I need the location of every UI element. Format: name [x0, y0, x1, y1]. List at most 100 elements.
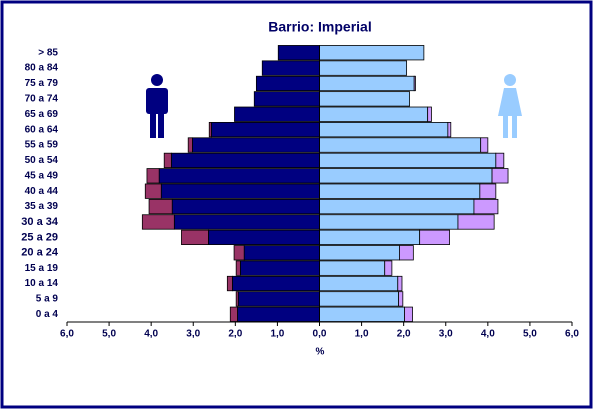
- bar: [398, 291, 404, 307]
- bar: [419, 229, 450, 245]
- bar: [399, 245, 414, 261]
- bar: [173, 214, 320, 230]
- bar: [187, 137, 193, 153]
- y-tick-label: 65 a 69: [25, 109, 59, 120]
- bar: [181, 229, 209, 245]
- x-tick-label: 5,0: [102, 329, 116, 340]
- bar: [146, 168, 160, 184]
- x-tick-label: 1,0: [270, 329, 284, 340]
- y-tick-label: 20 a 24: [21, 247, 59, 259]
- bar: [234, 106, 320, 122]
- y-tick-label: 80 a 84: [25, 63, 59, 74]
- x-tick-label: 1,0: [355, 329, 369, 340]
- y-tick-label: 75 a 79: [25, 78, 59, 89]
- bar: [397, 275, 403, 292]
- bar: [319, 260, 386, 276]
- bar: [427, 106, 432, 122]
- x-tick-label: 0,0: [313, 329, 327, 340]
- male-icon: [146, 74, 168, 138]
- bar: [319, 60, 408, 76]
- x-tick-label: 4,0: [481, 329, 495, 340]
- x-tick-label: 4,0: [144, 329, 158, 340]
- y-tick-label: 25 a 29: [21, 231, 58, 243]
- y-tick-label: 55 a 59: [25, 140, 59, 151]
- x-axis-label: %: [316, 347, 325, 358]
- y-tick-label: 40 a 44: [25, 186, 59, 197]
- bar: [495, 152, 505, 169]
- bar: [319, 152, 497, 169]
- bar: [207, 229, 320, 245]
- x-tick-label: 6,0: [60, 329, 74, 340]
- x-tick-label: 3,0: [439, 329, 453, 340]
- bar: [319, 106, 429, 122]
- bar: [233, 245, 245, 261]
- bar: [141, 214, 175, 230]
- bar: [192, 137, 320, 153]
- y-tick-label: 50 a 54: [25, 155, 59, 166]
- chart-title: Barrio: Imperial: [268, 19, 371, 35]
- bar: [319, 122, 449, 138]
- bar: [319, 306, 405, 322]
- bar: [237, 306, 320, 322]
- y-tick-label: 10 a 14: [25, 278, 59, 289]
- x-tick-label: 2,0: [228, 329, 242, 340]
- bar: [171, 198, 320, 215]
- bar: [319, 214, 459, 230]
- y-tick-label: 5 a 9: [36, 294, 59, 305]
- female-icon: [498, 74, 522, 138]
- bar: [413, 75, 416, 92]
- bar: [319, 45, 425, 61]
- y-tick-label: 60 a 64: [25, 124, 59, 135]
- bar: [404, 306, 413, 322]
- bar: [319, 291, 400, 307]
- bar: [319, 75, 415, 92]
- bar: [163, 152, 172, 169]
- bar: [473, 198, 499, 215]
- bar: [255, 75, 320, 92]
- y-tick-label: 70 a 74: [25, 94, 59, 105]
- bar: [319, 137, 482, 153]
- x-tick-label: 6,0: [565, 329, 579, 340]
- bar: [277, 45, 320, 61]
- bar: [319, 198, 475, 215]
- bar: [229, 306, 238, 322]
- bar: [237, 291, 320, 307]
- y-tick-label: 30 a 34: [21, 216, 59, 228]
- y-tick-label: 45 a 49: [25, 170, 59, 181]
- y-tick-label: 15 a 19: [25, 263, 59, 274]
- bar: [239, 260, 320, 276]
- bar: [457, 214, 495, 230]
- bar: [170, 152, 320, 169]
- bar: [319, 91, 410, 107]
- bar: [319, 183, 481, 199]
- bar: [243, 245, 320, 261]
- bar: [208, 122, 212, 138]
- x-tick-label: 5,0: [523, 329, 537, 340]
- x-tick-label: 3,0: [186, 329, 200, 340]
- bar: [231, 275, 320, 292]
- bar: [148, 198, 173, 215]
- bar: [384, 260, 393, 276]
- bar: [491, 168, 509, 184]
- bar: [144, 183, 162, 199]
- bar: [319, 275, 399, 292]
- bar: [160, 183, 320, 199]
- bar: [158, 168, 320, 184]
- bar: [261, 60, 320, 76]
- bar: [319, 229, 421, 245]
- y-tick-label: > 85: [38, 47, 58, 58]
- bar: [479, 183, 497, 199]
- bar: [447, 122, 452, 138]
- bar: [319, 245, 400, 261]
- bar: [235, 291, 239, 307]
- bar: [253, 91, 320, 107]
- bar: [319, 168, 493, 184]
- bar: [210, 122, 320, 138]
- bar: [235, 260, 241, 276]
- bar: [480, 137, 489, 153]
- y-tick-label: 0 a 4: [36, 309, 59, 320]
- y-tick-label: 35 a 39: [25, 201, 59, 212]
- x-tick-label: 2,0: [397, 329, 411, 340]
- bar: [226, 275, 233, 292]
